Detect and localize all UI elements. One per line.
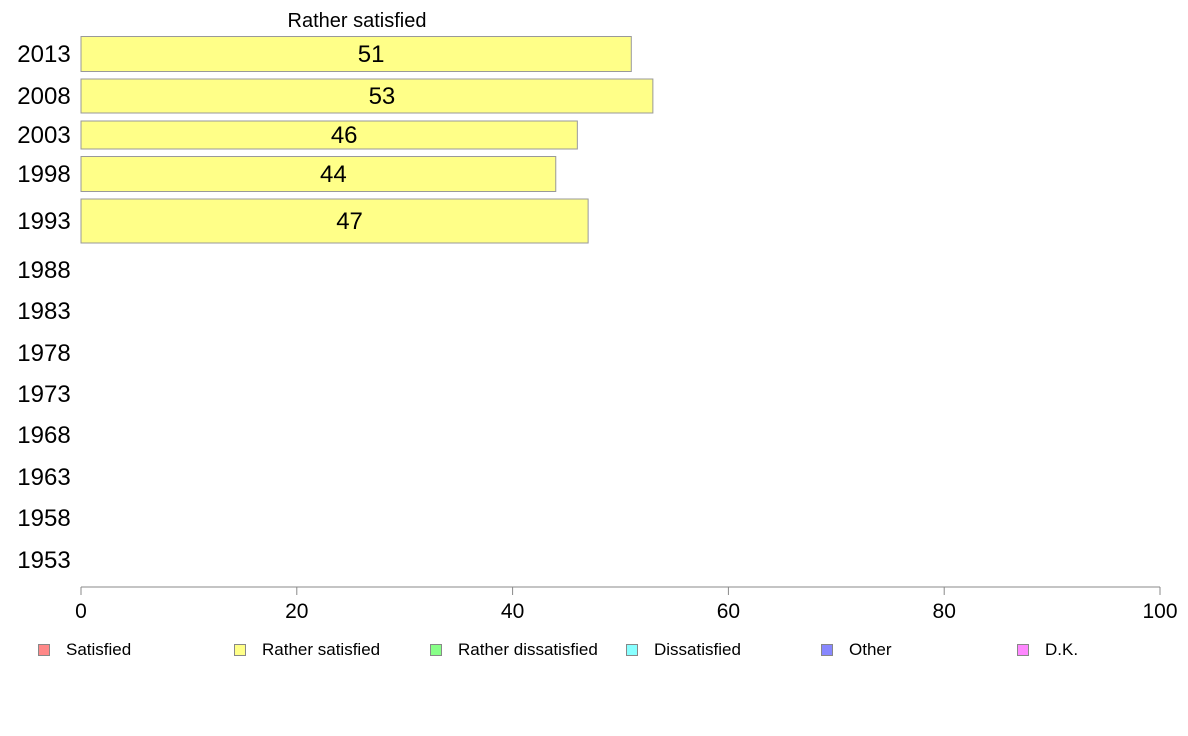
bar-value-label: 44 [320, 161, 347, 188]
legend-item: Other [821, 640, 892, 660]
year-labels: 2013 2008 2003 1998 1993 1988 1983 1978 1973 1968… [17, 41, 70, 574]
year-label: 2008 [17, 83, 70, 110]
x-tick-label: 100 [1142, 600, 1177, 623]
bar-value-label: 53 [369, 83, 396, 110]
x-tick-label: 60 [717, 600, 740, 623]
legend-item: D.K. [1017, 640, 1078, 660]
year-label: 1983 [17, 298, 70, 325]
legend-label: Satisfied [66, 640, 132, 659]
bar-value-label: 47 [336, 208, 363, 235]
bar-value-label: 46 [331, 122, 358, 149]
bar [80, 156, 557, 192]
legend-item: Dissatisfied [626, 640, 741, 660]
bar [80, 36, 632, 72]
legend-label: Rather dissatisfied [458, 640, 598, 659]
legend-swatch [38, 644, 50, 656]
legend-swatch [1017, 644, 1029, 656]
legend-item: Rather satisfied [234, 640, 380, 660]
legend-item: Rather dissatisfied [430, 640, 598, 660]
x-tick-label: 20 [285, 600, 308, 623]
x-tick-label: 0 [75, 600, 87, 623]
legend-label: Rather satisfied [262, 640, 381, 659]
x-tick-label: 40 [501, 600, 524, 623]
legend-swatch [626, 644, 638, 656]
year-label: 1993 [17, 208, 70, 235]
bar-value-label: 51 [358, 41, 385, 68]
year-label: 1998 [17, 161, 70, 188]
chart: Rather satisfied 51 53 46 44 47 2013 2008 2003… [17, 10, 1178, 623]
year-label: 1953 [17, 547, 70, 574]
year-label: 2003 [17, 122, 70, 149]
legend-swatch [234, 644, 246, 656]
legend-label: D.K. [1045, 640, 1079, 659]
legend-swatch [430, 644, 442, 656]
x-tick-label: 80 [933, 600, 956, 623]
legend-label: Dissatisfied [654, 640, 741, 659]
legend-swatch [821, 644, 833, 656]
legend-item: Satisfied [38, 640, 131, 660]
year-label: 1963 [17, 464, 70, 491]
bar [80, 120, 578, 150]
year-label: 1973 [17, 381, 70, 408]
chart-title: Rather satisfied [288, 10, 427, 32]
year-label: 1958 [17, 505, 70, 532]
year-label: 1968 [17, 422, 70, 449]
bars: 51 53 46 44 47 [80, 36, 654, 244]
year-label: 2013 [17, 41, 70, 68]
legend: Satisfied Rather satisfied Rather dissatis… [0, 640, 1188, 664]
x-axis: 0 20 40 60 80 100 [75, 586, 1178, 623]
year-label: 1988 [17, 257, 70, 284]
bar [80, 198, 589, 244]
legend-label: Other [849, 640, 892, 659]
bar [80, 78, 654, 114]
year-label: 1978 [17, 340, 70, 367]
